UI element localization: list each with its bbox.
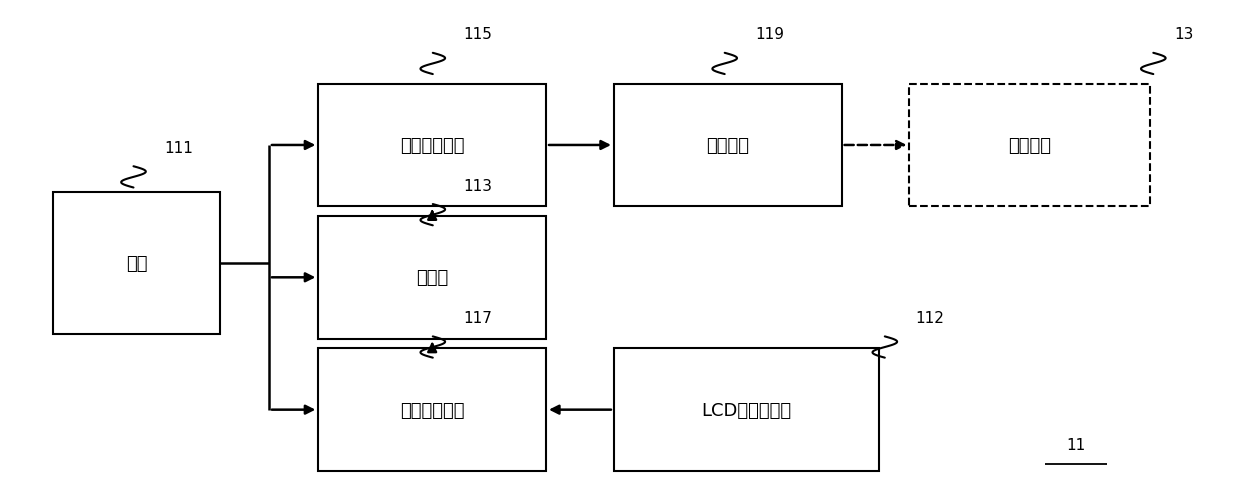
Text: 111: 111 — [164, 141, 193, 156]
Text: 激光输出电路: 激光输出电路 — [401, 137, 465, 155]
Text: 117: 117 — [464, 311, 492, 325]
FancyBboxPatch shape — [909, 84, 1149, 207]
FancyBboxPatch shape — [614, 84, 842, 207]
Text: 113: 113 — [464, 178, 492, 193]
Text: 电源: 电源 — [125, 254, 148, 273]
FancyBboxPatch shape — [614, 348, 879, 471]
Text: 112: 112 — [915, 311, 945, 325]
Text: 13: 13 — [1174, 27, 1194, 42]
Text: 119: 119 — [755, 27, 785, 42]
Text: 激光光源: 激光光源 — [707, 137, 749, 155]
Text: 11: 11 — [1066, 437, 1085, 452]
Text: 处理器: 处理器 — [417, 269, 449, 287]
Text: LCD触控显示屏: LCD触控显示屏 — [701, 401, 791, 419]
Text: 输入控制电路: 输入控制电路 — [401, 401, 465, 419]
Text: 115: 115 — [464, 27, 492, 42]
FancyBboxPatch shape — [319, 84, 546, 207]
FancyBboxPatch shape — [53, 193, 219, 335]
FancyBboxPatch shape — [319, 216, 546, 339]
FancyBboxPatch shape — [319, 348, 546, 471]
Text: 治疗光纤: 治疗光纤 — [1008, 137, 1052, 155]
